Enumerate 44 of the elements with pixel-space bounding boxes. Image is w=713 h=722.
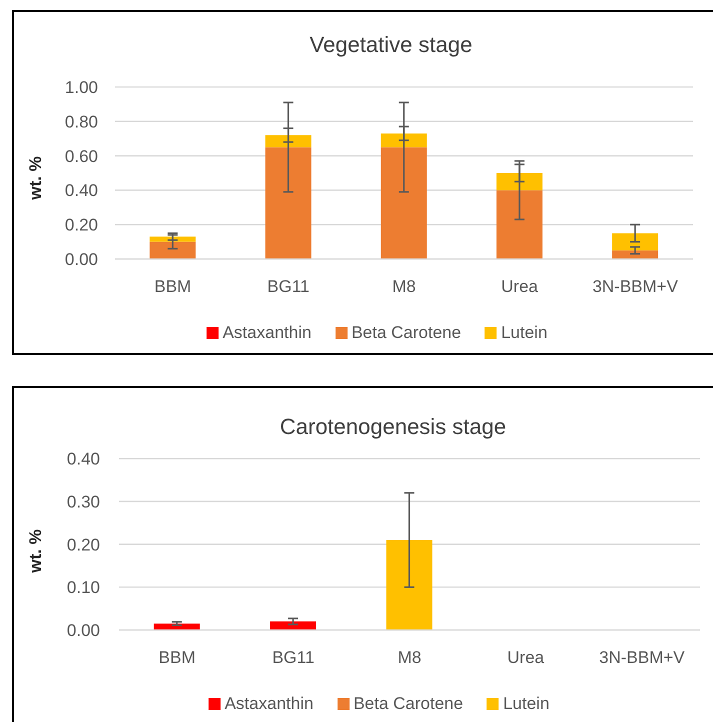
x-tick-label: Urea — [501, 277, 539, 296]
y-tick-label: 1.00 — [64, 78, 98, 98]
legend-label: Astaxanthin — [224, 694, 314, 714]
chart-title: Carotenogenesis stage — [280, 414, 506, 440]
bar — [380, 147, 427, 259]
x-tick-label: Urea — [507, 648, 545, 668]
bar — [380, 133, 427, 148]
bar — [265, 135, 312, 148]
y-axis-title: wt. % — [26, 529, 46, 573]
y-tick-label: 0.20 — [64, 216, 98, 235]
bar — [265, 147, 312, 259]
x-tick-label: BG11 — [272, 648, 314, 668]
y-tick-label: 0.20 — [66, 535, 100, 554]
bar — [154, 624, 200, 630]
bar — [496, 173, 542, 190]
bar — [150, 236, 196, 242]
legend-label: Beta Carotene — [353, 694, 464, 714]
bar — [150, 242, 196, 259]
bar — [612, 233, 658, 250]
x-tick-label: BBM — [154, 277, 192, 296]
bar — [270, 621, 316, 630]
legend-label: Lutein — [503, 694, 550, 714]
y-axis-title: wt. % — [26, 156, 46, 200]
y-tick-label: 0.10 — [66, 578, 100, 598]
y-tick-label: 0.00 — [64, 250, 98, 270]
y-tick-label: 0.40 — [66, 450, 100, 469]
y-tick-label: 0.60 — [64, 146, 98, 166]
x-tick-label: 3N-BBM+V — [592, 277, 679, 296]
y-tick-label: 0.80 — [64, 112, 98, 132]
x-tick-label: BBM — [158, 648, 196, 668]
bar — [612, 250, 658, 259]
x-tick-label: M8 — [392, 277, 416, 296]
legend-label: Beta Carotene — [351, 323, 462, 343]
legend-label: Astaxanthin — [222, 323, 312, 343]
chart-title: Vegetative stage — [310, 32, 472, 58]
y-tick-label: 0.30 — [66, 492, 100, 512]
x-tick-label: M8 — [398, 648, 422, 668]
y-tick-label: 0.40 — [64, 181, 98, 200]
bar — [386, 540, 432, 630]
legend-label: Lutein — [501, 323, 548, 343]
y-tick-label: 0.00 — [66, 621, 100, 640]
x-tick-label: 3N-BBM+V — [599, 648, 686, 668]
bar — [496, 190, 542, 259]
x-tick-label: BG11 — [267, 277, 310, 296]
